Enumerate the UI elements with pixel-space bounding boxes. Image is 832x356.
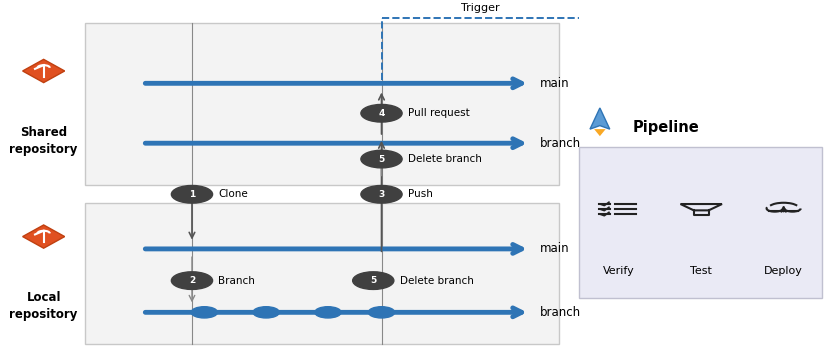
Text: Clone: Clone <box>218 189 248 199</box>
FancyBboxPatch shape <box>579 147 822 298</box>
Text: main: main <box>540 77 569 90</box>
Polygon shape <box>22 225 65 248</box>
Circle shape <box>361 150 402 168</box>
Text: Shared
repository: Shared repository <box>9 126 78 156</box>
Polygon shape <box>594 129 606 136</box>
Text: Test: Test <box>691 266 712 276</box>
Text: branch: branch <box>540 306 581 319</box>
FancyBboxPatch shape <box>85 23 558 185</box>
Circle shape <box>361 185 402 203</box>
Text: Pipeline: Pipeline <box>633 120 700 135</box>
Text: Push: Push <box>408 189 433 199</box>
Text: 3: 3 <box>379 190 384 199</box>
Circle shape <box>171 185 212 203</box>
Text: 5: 5 <box>370 276 376 285</box>
Circle shape <box>253 307 280 318</box>
Circle shape <box>369 307 394 318</box>
Text: main: main <box>540 242 569 255</box>
Text: Verify: Verify <box>603 266 635 276</box>
Text: Pull request: Pull request <box>408 108 469 118</box>
Text: Local
repository: Local repository <box>9 291 78 321</box>
Polygon shape <box>22 59 65 83</box>
Circle shape <box>191 307 217 318</box>
Polygon shape <box>590 108 610 129</box>
Circle shape <box>171 272 212 289</box>
Circle shape <box>361 104 402 122</box>
Text: branch: branch <box>540 137 581 150</box>
FancyBboxPatch shape <box>85 203 558 344</box>
Text: 4: 4 <box>379 109 384 118</box>
Text: Delete branch: Delete branch <box>408 154 482 164</box>
Circle shape <box>353 272 394 289</box>
Circle shape <box>314 307 341 318</box>
Text: 1: 1 <box>189 190 195 199</box>
Text: Trigger: Trigger <box>461 2 500 12</box>
Text: 2: 2 <box>189 276 195 285</box>
Text: Deploy: Deploy <box>765 266 803 276</box>
Text: 5: 5 <box>379 155 384 163</box>
Text: Delete branch: Delete branch <box>399 276 473 286</box>
Text: Branch: Branch <box>218 276 255 286</box>
